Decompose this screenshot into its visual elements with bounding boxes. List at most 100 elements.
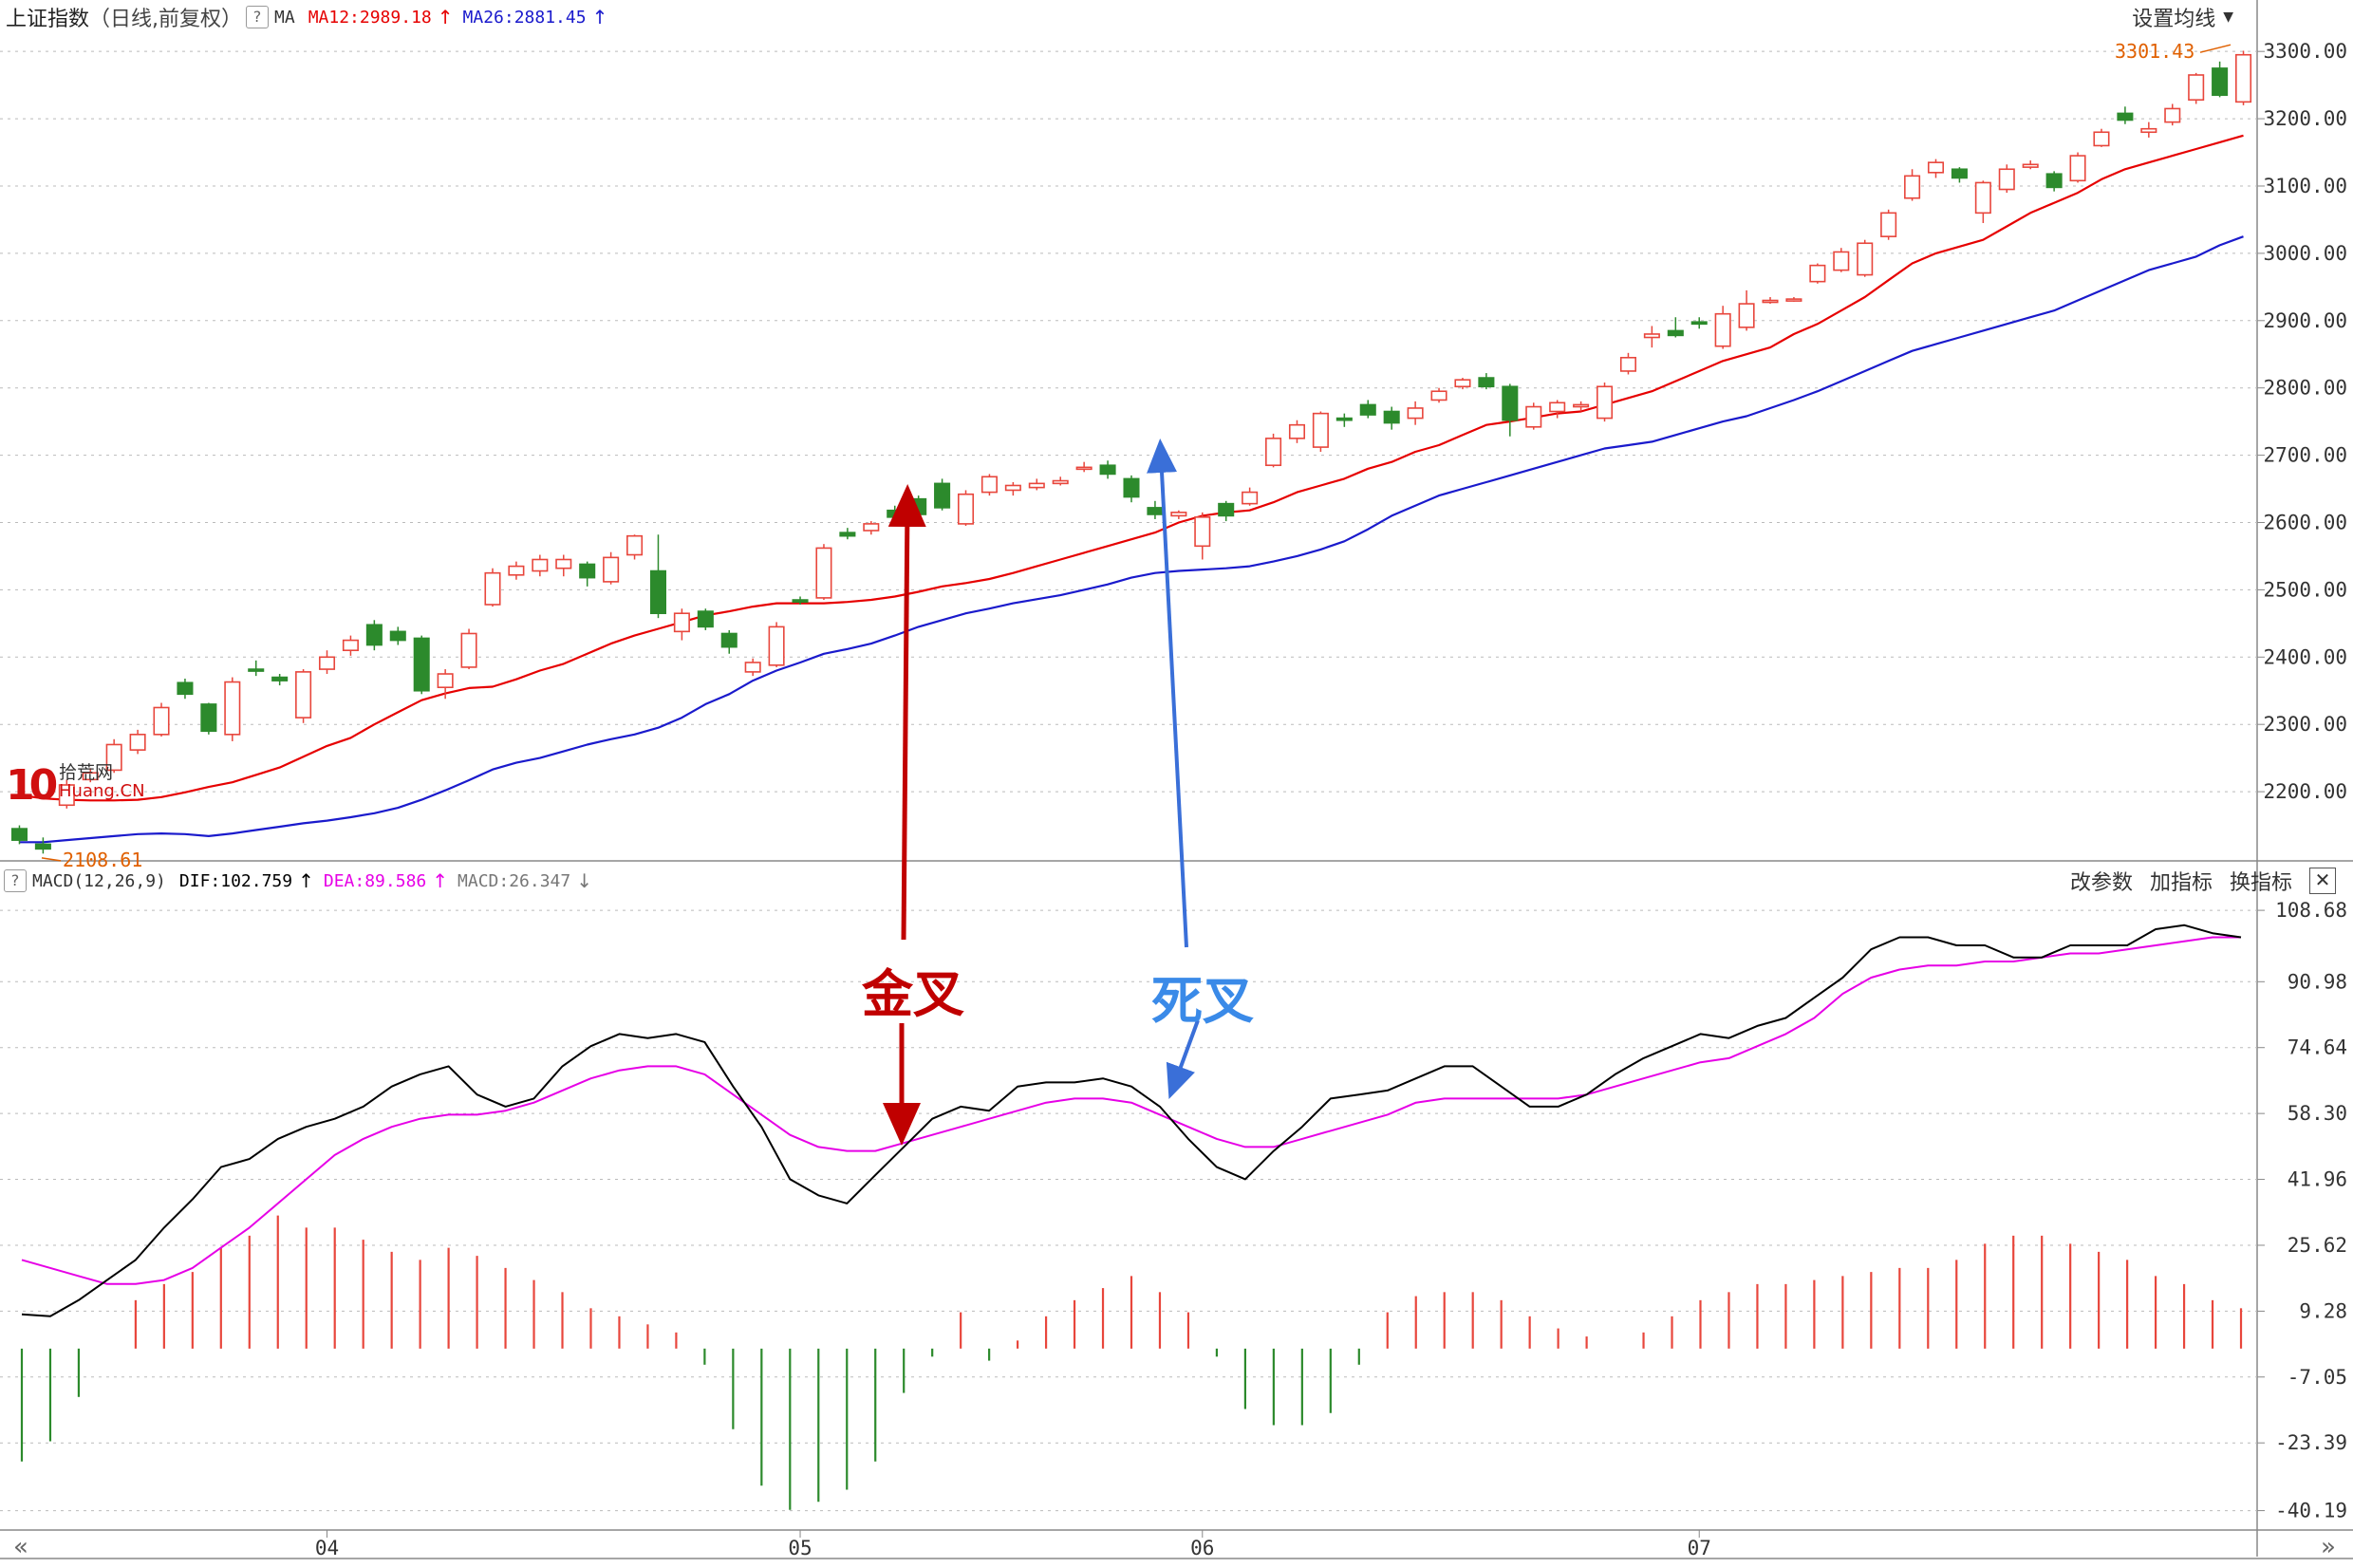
candle-body: [744, 662, 761, 673]
candle-body: [1335, 417, 1353, 421]
scroll-right-icon: »: [2321, 1533, 2336, 1561]
high-label: 3301.43: [2115, 40, 2194, 63]
macd-tick-label: -7.05: [2288, 1366, 2347, 1389]
candle-body: [10, 828, 28, 841]
candle-body: [1004, 484, 1021, 492]
candle-body: [508, 565, 525, 576]
candle-body: [1974, 181, 1991, 215]
candle-body: [2140, 127, 2157, 134]
candle-body: [34, 843, 51, 850]
candle-body: [863, 523, 880, 532]
candle-body: [2069, 155, 2086, 182]
death-cross-arrow-up: [1147, 439, 1188, 948]
candle-body: [318, 656, 336, 670]
macd-tick-label: 90.98: [2288, 970, 2347, 993]
candle-body: [1383, 410, 1400, 424]
macd-tick-label: 9.28: [2299, 1299, 2347, 1322]
candle-body: [1099, 464, 1116, 476]
price-tick-label: 3100.00: [2263, 175, 2347, 197]
macd-help-icon[interactable]: ?: [4, 869, 27, 892]
macd-down-arrow: ↓: [576, 869, 592, 892]
dea-value: DEA:89.586: [323, 870, 427, 891]
candle-body: [58, 784, 75, 807]
candle-body: [2212, 67, 2229, 97]
candle-body: [1359, 403, 1376, 416]
candle-body: [271, 676, 289, 681]
price-tick-label: 2300.00: [2263, 713, 2347, 736]
candle-body: [224, 681, 241, 736]
help-icon[interactable]: ?: [246, 6, 270, 28]
ma-settings-label: 设置均线: [2132, 8, 2216, 31]
candle-body: [1147, 507, 1164, 515]
candle-body: [792, 599, 809, 603]
price-tick-label: 2700.00: [2263, 444, 2347, 467]
candle-body: [1549, 401, 1566, 413]
golden-cross-arrow-up: [887, 484, 926, 941]
ma-label: MA: [274, 7, 295, 28]
change-params-button[interactable]: 改参数: [2069, 871, 2133, 895]
candle-body: [1596, 385, 1614, 420]
add-indicator-button[interactable]: 加指标: [2149, 871, 2213, 895]
candle-body: [673, 612, 690, 633]
watermark-cn: 拾荒网: [59, 762, 114, 783]
ma-settings-button[interactable]: 设置均线 ▼: [2132, 2, 2233, 32]
ma26-up-arrow: ↑: [591, 6, 608, 28]
candle-body: [484, 571, 501, 606]
candle-body: [887, 509, 904, 518]
macd-name: MACD(12,26,9): [32, 870, 166, 891]
candle-body: [2164, 107, 2181, 123]
candle-body: [579, 563, 596, 579]
candle-body: [153, 706, 170, 736]
candle-body: [1288, 423, 1306, 439]
ma12-line: [19, 134, 2244, 802]
price-tick-label: 2500.00: [2263, 578, 2347, 601]
dea-up-arrow: ↑: [432, 869, 449, 892]
candle-body: [1242, 491, 1259, 505]
ma12-up-arrow: ↑: [437, 6, 454, 28]
candle-body: [603, 556, 620, 583]
price-tick-label: 2400.00: [2263, 645, 2347, 668]
candle-body: [2022, 163, 2039, 168]
macd-pane: « » 108.68 90.98 74.64 58.30 41.96 25.62 9.28 -7.…: [0, 899, 2353, 1561]
candle-body: [957, 493, 975, 525]
ma26-line: [19, 235, 2244, 844]
candle-body: [649, 569, 667, 615]
candle-body: [1714, 312, 1731, 347]
candle-body: [295, 671, 312, 719]
macd-tick-label: 41.96: [2288, 1168, 2347, 1191]
high-pointer: [2199, 44, 2232, 53]
candle-body: [1573, 403, 1590, 408]
switch-indicator-button[interactable]: 换指标: [2229, 871, 2292, 895]
candle-body: [460, 632, 477, 668]
candle-body: [105, 743, 122, 772]
macd-tick-label: -23.39: [2275, 1431, 2347, 1454]
death-cross-label: 死叉: [1151, 971, 1254, 1031]
candle-body: [1904, 175, 1921, 199]
candle-body: [1762, 299, 1779, 304]
close-icon[interactable]: ✕: [2309, 868, 2336, 894]
dif-line: [21, 924, 2242, 1317]
low-pointer: [41, 857, 62, 862]
watermark-logo: 10: [6, 761, 58, 810]
price-tick-label: 2800.00: [2263, 377, 2347, 400]
candle-body: [934, 482, 951, 509]
candle-body: [2093, 131, 2110, 147]
candle-body: [1525, 405, 1542, 428]
scroll-left-icon: «: [13, 1533, 28, 1561]
candle-body: [2045, 173, 2063, 189]
index-name: 上证指数: [6, 8, 90, 31]
candle-body: [342, 639, 359, 652]
candle-body: [1478, 377, 1495, 388]
price-header: 上证指数 （日线,前复权） ? MA MA12:2989.18 ↑ MA26:2…: [0, 2, 607, 32]
x-tick-label: 04: [315, 1537, 339, 1559]
annotation-overlay: [883, 439, 1200, 1146]
candle-body: [1998, 168, 2015, 191]
candle-body: [1927, 161, 1945, 174]
price-tick-label: 3300.00: [2263, 40, 2347, 63]
candle-body: [1075, 466, 1092, 471]
macd-tick-label: 25.62: [2288, 1234, 2347, 1257]
watermark-en: Huang.CN: [59, 781, 145, 801]
candle-body: [1407, 407, 1424, 420]
